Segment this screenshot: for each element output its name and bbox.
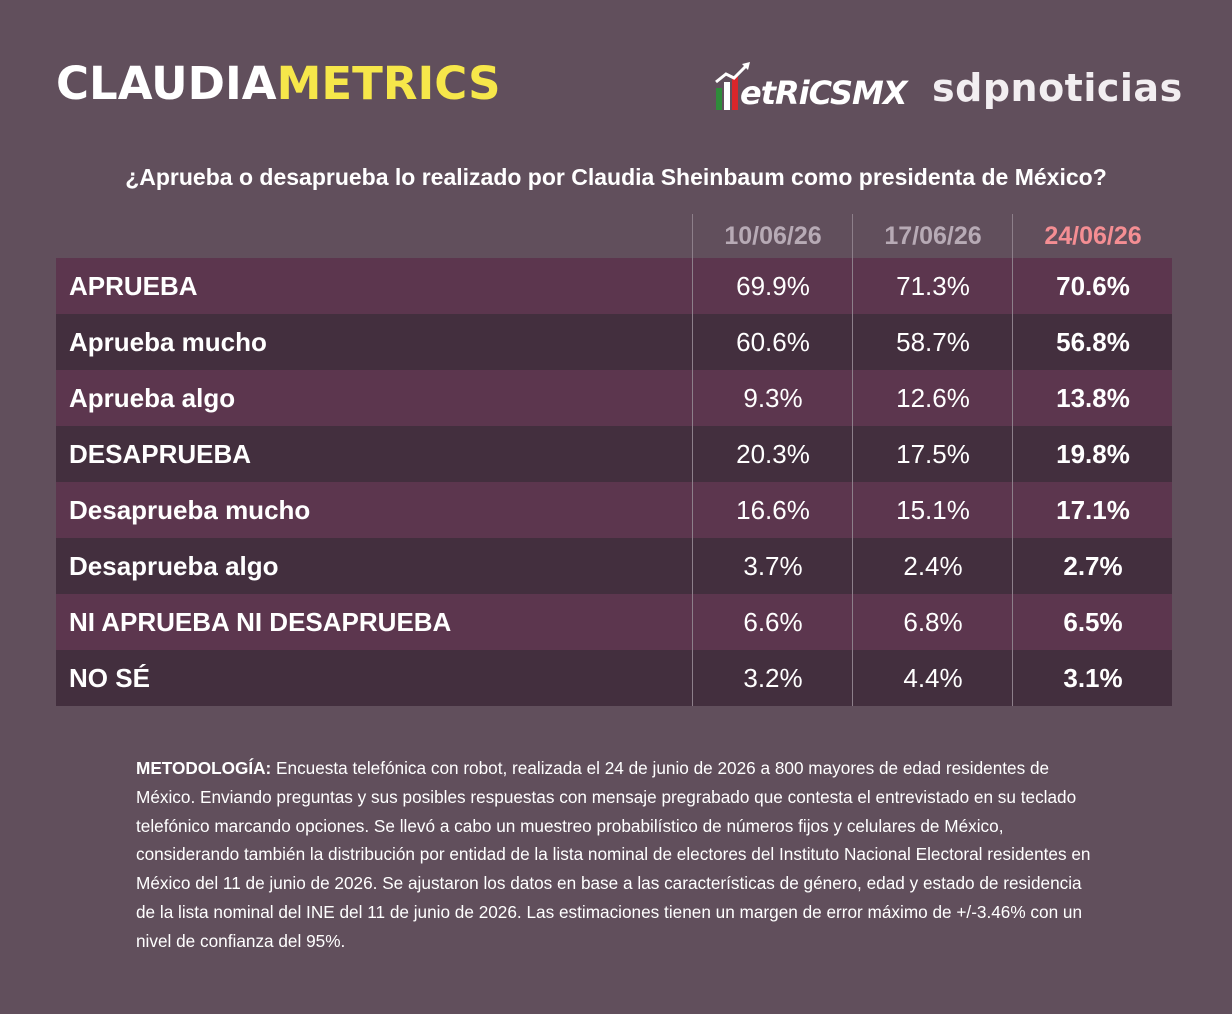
row-label: Desaprueba mucho [69,495,311,525]
cell-value: 4.4% [903,663,963,693]
cell-value: 3.1% [1063,663,1123,693]
cell-value: 19.8% [1056,439,1130,469]
methodology-text: Encuesta telefónica con robot, realizada… [136,758,1091,951]
logo-part-metrics: METRICS [276,57,501,110]
metricsmx-wordmark: etRiCSMX [740,74,908,112]
cell-value: 2.4% [903,551,963,581]
cell-value: 6.6% [743,607,803,637]
logo-part-claudia: CLAUDIA [56,57,277,110]
cell-value: 6.8% [903,607,963,637]
table-row: Aprueba mucho 60.6% 58.7% 56.8% [56,314,1172,370]
column-header-date-2: 17/06/26 [884,222,982,250]
table-header-row: 10/06/26 17/06/26 24/06/26 [56,214,1172,258]
cell-value: 2.7% [1063,551,1123,581]
row-label: NO SÉ [69,663,150,693]
methodology-label: METODOLOGÍA: [136,758,272,778]
row-label: Aprueba algo [69,383,236,413]
cell-value: 69.9% [736,271,810,301]
cell-value: 13.8% [1056,383,1130,413]
sdpnoticias-logo: sdpnoticias [932,66,1183,110]
column-divider [1012,214,1013,706]
cell-value: 15.1% [896,495,970,525]
table-row: DESAPRUEBA 20.3% 17.5% 19.8% [56,426,1172,482]
cell-value: 17.5% [896,439,970,469]
table-row: NO SÉ 3.2% 4.4% 3.1% [56,650,1172,706]
cell-value: 16.6% [736,495,810,525]
cell-value: 6.5% [1063,607,1123,637]
cell-value: 3.7% [743,551,803,581]
chart-title: ¿Aprueba o desaprueba lo realizado por C… [125,164,1107,190]
methodology-note: METODOLOGÍA: Encuesta telefónica con rob… [136,754,1096,956]
cell-value: 70.6% [1056,271,1130,301]
row-label: Desaprueba algo [69,551,279,581]
column-divider [852,214,853,706]
table-row: Desaprueba algo 3.7% 2.4% 2.7% [56,538,1172,594]
column-header-date-1: 10/06/26 [724,222,822,250]
cell-value: 17.1% [1056,495,1130,525]
column-header-date-3: 24/06/26 [1044,222,1142,250]
cell-value: 56.8% [1056,327,1130,357]
row-label: Aprueba mucho [69,327,267,357]
metricsmx-logo: etRiCSMX [714,60,914,116]
cell-value: 60.6% [736,327,810,357]
row-label: NI APRUEBA NI DESAPRUEBA [69,607,452,637]
table-row: Desaprueba mucho 16.6% 15.1% 17.1% [56,482,1172,538]
bar-chart-arrow-icon [715,62,750,110]
results-table: 10/06/26 17/06/26 24/06/26 APRUEBA 69.9%… [56,214,1172,706]
cell-value: 3.2% [743,663,803,693]
cell-value: 71.3% [896,271,970,301]
table-row: NI APRUEBA NI DESAPRUEBA 6.6% 6.8% 6.5% [56,594,1172,650]
cell-value: 20.3% [736,439,810,469]
cell-value: 58.7% [896,327,970,357]
column-divider [692,214,693,706]
table-row: Aprueba algo 9.3% 12.6% 13.8% [56,370,1172,426]
table-row: APRUEBA 69.9% 71.3% 70.6% [56,258,1172,314]
claudiametrics-logo: CLAUDIAMETRICS [56,56,501,112]
cell-value: 12.6% [896,383,970,413]
cell-value: 9.3% [743,383,803,413]
row-label: APRUEBA [69,271,198,301]
row-label: DESAPRUEBA [69,439,252,469]
